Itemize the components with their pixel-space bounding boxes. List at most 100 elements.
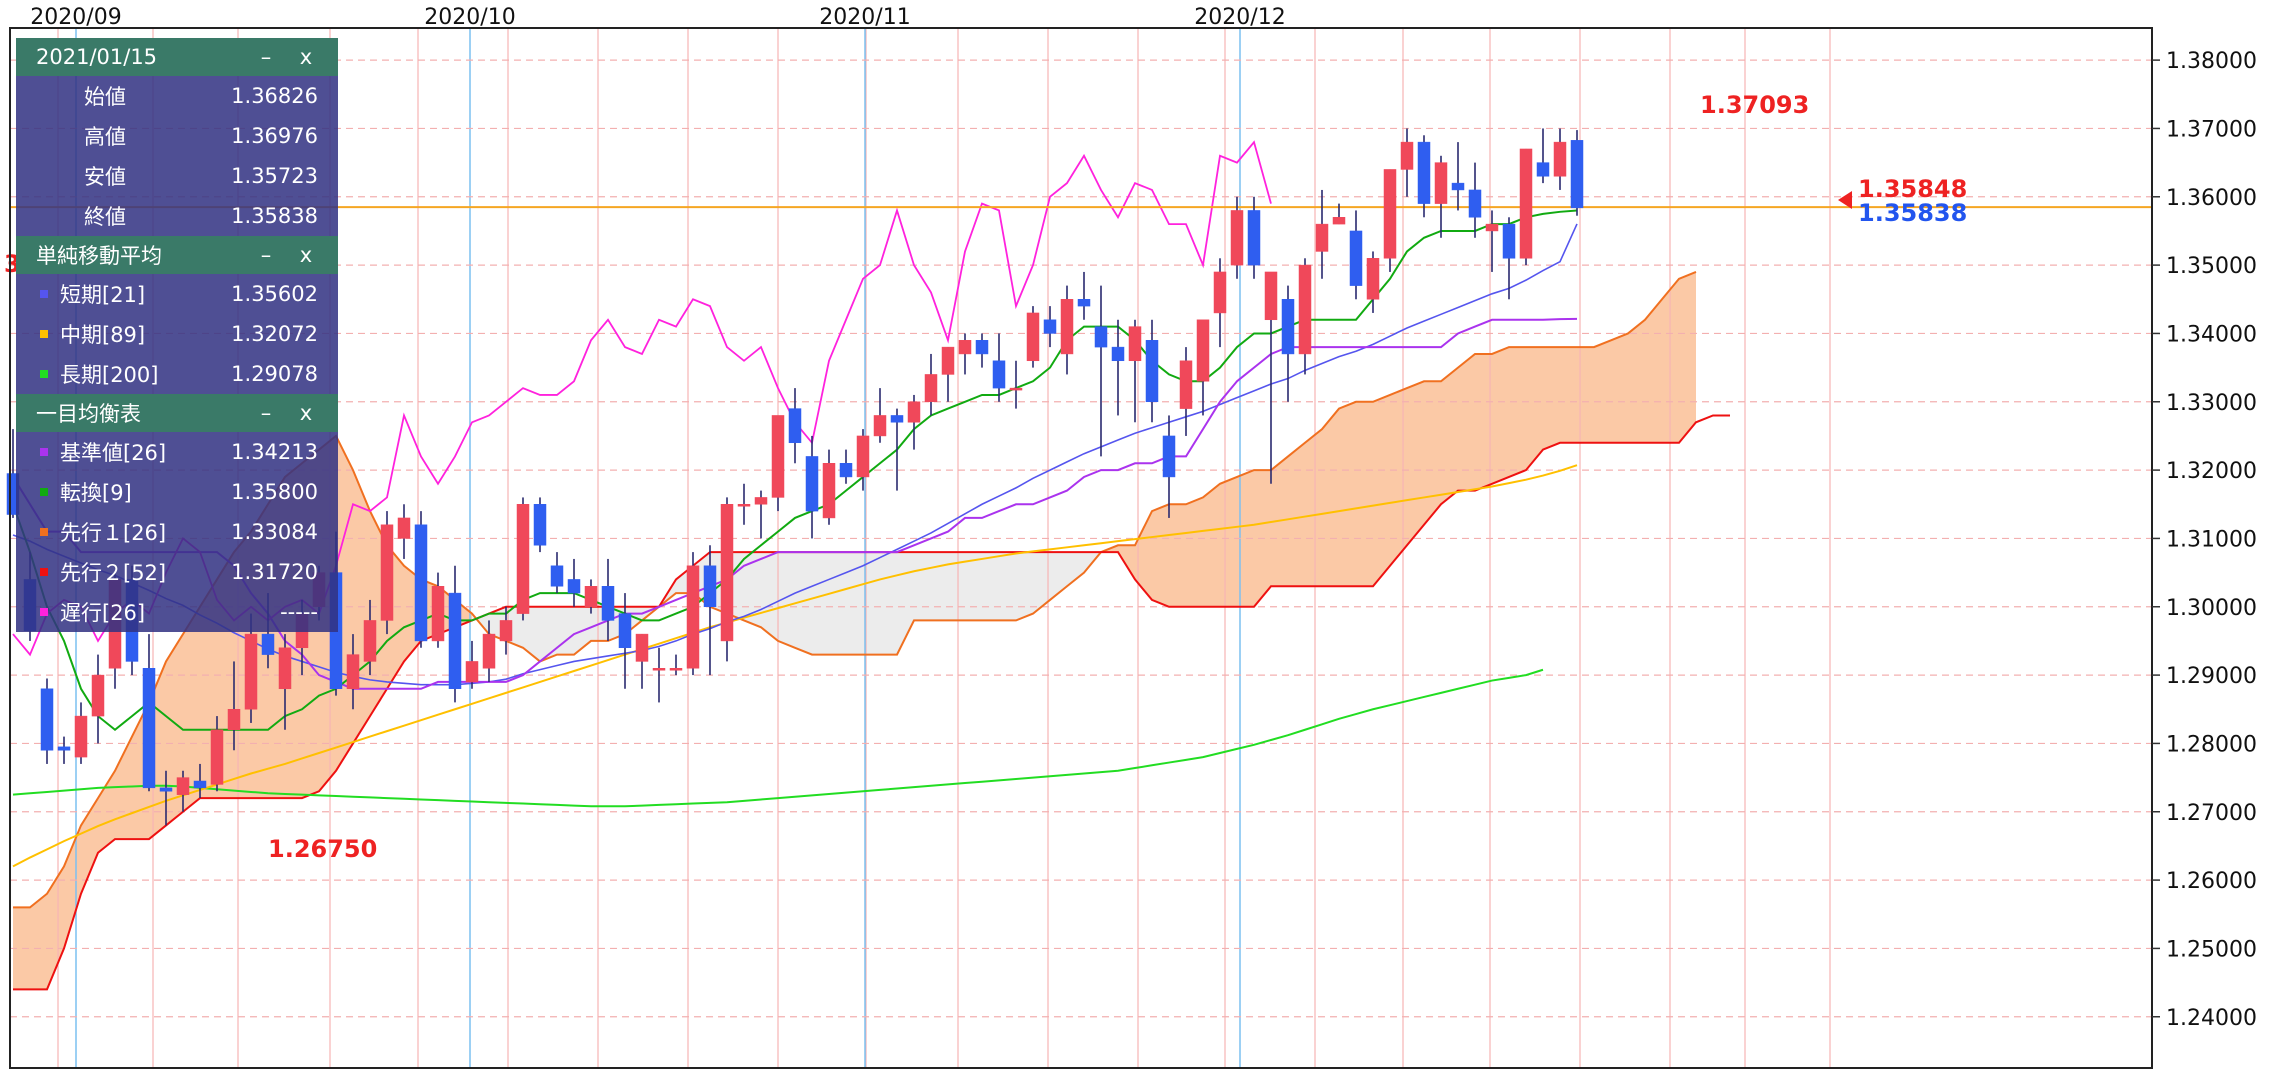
- high-price-label: 1.37093: [1700, 91, 1809, 119]
- sma-row-long: 長期[200] 1.29078: [16, 354, 338, 394]
- candle-body: [74, 715, 88, 758]
- cloud-segment: [1016, 552, 1033, 621]
- cloud-segment: [948, 552, 965, 621]
- candle-body: [754, 497, 768, 505]
- candle-body: [788, 408, 802, 444]
- candle-body: [397, 517, 411, 539]
- date-header: 2021/01/15 – x: [16, 38, 338, 76]
- ohlc-value: 1.36976: [231, 124, 318, 148]
- candle-body: [278, 647, 292, 690]
- sma-value: 1.35602: [231, 282, 318, 306]
- candle-body: [822, 463, 836, 519]
- candle-body: [1196, 319, 1210, 382]
- ichimoku-value: 1.34213: [231, 440, 318, 464]
- legend-marker: [40, 568, 48, 576]
- legend-marker: [40, 290, 48, 298]
- candle-body: [975, 340, 989, 355]
- legend-marker: [40, 528, 48, 536]
- candle-body: [1485, 223, 1499, 232]
- candle-body: [1400, 141, 1414, 170]
- y-tick-label: 1.27000: [2166, 801, 2257, 826]
- sma-value: 1.29078: [231, 362, 318, 386]
- ichimoku-row-senkou2: 先行２[52] 1.31720: [16, 552, 338, 592]
- ichimoku-title: 一目均衡表: [36, 402, 141, 426]
- cloud-segment: [1526, 347, 1543, 471]
- candle-body: [1468, 189, 1482, 218]
- candle-body: [1519, 148, 1533, 259]
- ohlc-row-close: 終値 1.35838: [16, 196, 338, 236]
- candle-body: [1077, 299, 1091, 307]
- candle-body: [482, 633, 496, 669]
- ohlc-label: 終値: [84, 205, 126, 229]
- cloud-segment: [1339, 401, 1356, 587]
- cloud-segment: [81, 798, 98, 894]
- sma-section: 短期[21] 1.35602 中期[89] 1.32072 長期[200] 1.290…: [16, 274, 338, 394]
- candle-body: [601, 586, 615, 621]
- candle-body: [210, 729, 224, 785]
- cloud-segment: [1356, 401, 1373, 587]
- cloud-segment: [1050, 552, 1067, 600]
- ichimoku-row-chikou: 遅行[26] -----: [16, 592, 338, 632]
- cloud-segment: [914, 552, 931, 621]
- sma-minimize-button[interactable]: –: [260, 243, 272, 267]
- candle-body: [703, 565, 717, 608]
- candle-body: [1043, 319, 1057, 334]
- y-tick-label: 1.33000: [2166, 391, 2257, 416]
- y-tick-label: 1.36000: [2166, 186, 2257, 211]
- cloud-segment: [1577, 347, 1594, 443]
- cloud-segment: [1611, 333, 1628, 443]
- candle-body: [1247, 210, 1261, 266]
- sma-long-line: [12, 668, 1544, 808]
- cloud-segment: [982, 552, 999, 621]
- y-tick-label: 1.24000: [2166, 1006, 2257, 1031]
- candle-body: [992, 360, 1006, 389]
- candle-body: [1383, 169, 1397, 259]
- cloud-segment: [846, 552, 863, 655]
- candle-body: [890, 415, 904, 423]
- ichimoku-minimize-button[interactable]: –: [260, 401, 272, 425]
- x-month-label: 2020/09: [30, 5, 121, 30]
- cloud-segment: [1509, 347, 1526, 477]
- cloud-segment: [1373, 394, 1390, 587]
- ohlc-value: 1.36826: [231, 84, 318, 108]
- cloud-segment: [1560, 347, 1577, 443]
- sma-value: 1.32072: [231, 322, 318, 346]
- cloud-segment: [47, 866, 64, 990]
- ichimoku-section: 基準値[26] 1.34213 転換[9] 1.35800 先行１[26] 1.330…: [16, 432, 338, 632]
- ichimoku-row-tenkan: 転換[9] 1.35800: [16, 472, 338, 512]
- ichimoku-label: 基準値[26]: [60, 441, 167, 465]
- candle-body: [856, 435, 870, 478]
- cloud-segment: [1475, 353, 1492, 491]
- current-ask-label: 1.35848: [1858, 175, 1967, 203]
- candle-body: [244, 633, 258, 710]
- x-month-label: 2020/11: [819, 5, 910, 30]
- cloud-segment: [863, 552, 880, 655]
- y-tick-label: 1.35000: [2166, 254, 2257, 279]
- minimize-button[interactable]: –: [260, 45, 272, 69]
- candle-body: [363, 620, 377, 662]
- candle-body: [57, 746, 71, 751]
- legend-marker: [40, 330, 48, 338]
- cloud-segment: [13, 907, 30, 990]
- candle-body: [1417, 141, 1431, 204]
- cloud-segment: [795, 552, 812, 655]
- sma-row-mid: 中期[89] 1.32072: [16, 314, 338, 354]
- candle-body: [1060, 299, 1074, 355]
- ichimoku-label: 先行１[26]: [60, 521, 167, 545]
- close-button[interactable]: x: [299, 45, 313, 69]
- candle-body: [550, 565, 564, 587]
- ichimoku-row-kijun: 基準値[26] 1.34213: [16, 432, 338, 472]
- cloud-segment: [1288, 442, 1305, 587]
- sma-label: 長期[200]: [60, 363, 159, 387]
- cloud-segment: [1220, 476, 1237, 607]
- sma-close-button[interactable]: x: [299, 243, 313, 267]
- ichimoku-close-button[interactable]: x: [299, 401, 313, 425]
- candle-body: [91, 674, 105, 717]
- candle-body: [1179, 360, 1193, 409]
- candle-body: [941, 346, 955, 375]
- ohlc-label: 高値: [84, 125, 126, 149]
- ichimoku-value: 1.31720: [231, 560, 318, 584]
- cloud-segment: [931, 552, 948, 621]
- sma-label: 短期[21]: [60, 283, 146, 307]
